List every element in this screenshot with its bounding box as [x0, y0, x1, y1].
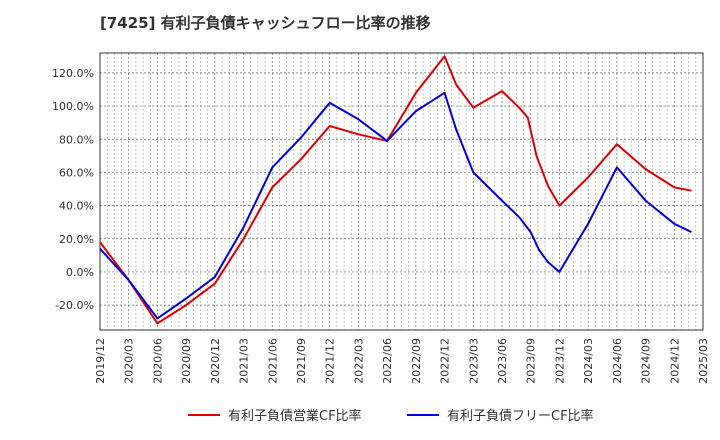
- legend: 有利子負債営業CF比率 有利子負債フリーCF比率: [188, 408, 594, 424]
- x-tick-label: 2021/06: [266, 338, 279, 384]
- x-tick-label: 2024/03: [582, 338, 595, 384]
- x-tick-label: 2023/06: [496, 338, 509, 384]
- series-line: [99, 55, 692, 325]
- x-tick-label: 2025/03: [697, 338, 710, 384]
- x-tick-label: 2024/12: [668, 338, 681, 384]
- x-tick-label: 2022/03: [352, 338, 365, 384]
- grid-lines: [99, 53, 704, 330]
- y-tick-label: 100.0%: [52, 100, 94, 113]
- plot-frame: [99, 52, 704, 331]
- x-tick-label: 2020/06: [151, 338, 164, 384]
- x-tick-label: 2024/06: [611, 338, 624, 384]
- x-tick-label: 2024/09: [640, 338, 653, 384]
- x-tick-label: 2020/09: [180, 338, 193, 384]
- x-tick-label: 2020/12: [209, 338, 222, 384]
- x-tick-label: 2021/03: [238, 338, 251, 384]
- x-tick-label: 2023/12: [553, 338, 566, 384]
- y-tick-label: 80.0%: [59, 133, 94, 146]
- tick-labels: -20.0% 0.0% 20.0% 40.0% 60.0% 80.0% 100.0% 120.…: [52, 67, 710, 384]
- y-tick-label: 60.0%: [59, 166, 94, 179]
- x-tick-label: 2021/12: [324, 338, 337, 384]
- x-tick-label: 2019/12: [94, 338, 107, 384]
- x-tick-label: 2021/09: [295, 338, 308, 384]
- x-tick-label: 2022/09: [410, 338, 423, 384]
- y-tick-label: 40.0%: [59, 200, 94, 213]
- series-lines: [99, 55, 692, 325]
- chart-title: [7425] 有利子負債キャッシュフロー比率の推移: [100, 14, 431, 32]
- x-tick-label: 2022/12: [439, 338, 452, 384]
- y-tick-label: 20.0%: [59, 233, 94, 246]
- legend-label: 有利子負債フリーCF比率: [447, 408, 594, 424]
- y-tick-label: 120.0%: [52, 67, 94, 80]
- x-tick-label: 2020/03: [123, 338, 136, 384]
- y-tick-label: -20.0%: [55, 299, 94, 312]
- axes: [99, 52, 704, 331]
- y-tick-label: 0.0%: [66, 266, 94, 279]
- x-tick-label: 2023/03: [467, 338, 480, 384]
- series-line: [99, 91, 692, 320]
- x-tick-label: 2022/06: [381, 338, 394, 384]
- legend-label: 有利子負債営業CF比率: [228, 408, 362, 424]
- x-tick-label: 2023/09: [525, 338, 538, 384]
